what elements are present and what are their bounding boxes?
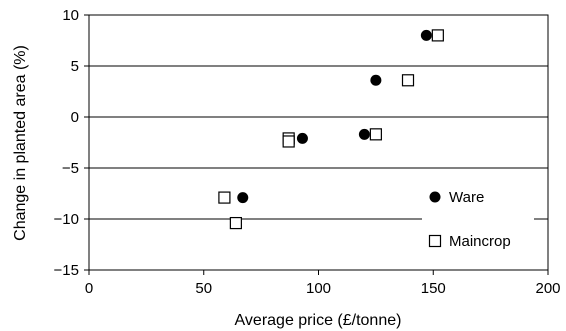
ware-point [296,132,308,144]
ware-point [237,192,249,204]
maincrop-point [282,135,295,148]
y-tick-label: −10 [54,211,79,228]
ware-point [358,128,370,140]
x-tick-label: 100 [306,280,331,297]
y-axis-ticks: 10 5 0 −5 −10 −15 [54,7,89,279]
ware-point [370,74,382,86]
x-tick-label: 0 [85,280,93,297]
legend-background [422,186,534,262]
data-points [218,29,444,230]
y-tick-label: 0 [71,109,79,126]
legend-label-ware: Ware [449,189,484,206]
y-tick-label: 10 [62,7,79,24]
y-tick-label: −5 [62,160,79,177]
maincrop-point [229,216,242,230]
maincrop-point [218,191,231,204]
maincrop-point [431,29,444,42]
legend: Ware Maincrop [422,186,534,262]
y-tick-label: 5 [71,58,79,75]
legend-label-maincrop: Maincrop [449,233,511,250]
legend-marker-maincrop [428,234,442,248]
y-tick-label: −15 [54,262,79,279]
maincrop-point [369,128,382,141]
x-axis-ticks: 0 50 100 150 200 [85,270,561,297]
x-axis-title: Average price (£/tonne) [235,312,402,329]
legend-marker-ware [429,191,441,203]
ware-point [420,29,432,41]
x-tick-label: 50 [195,280,212,297]
maincrop-point [401,74,415,87]
x-tick-label: 200 [535,280,560,297]
x-tick-label: 150 [421,280,446,297]
y-axis-title: Change in planted area (%) [12,45,29,241]
